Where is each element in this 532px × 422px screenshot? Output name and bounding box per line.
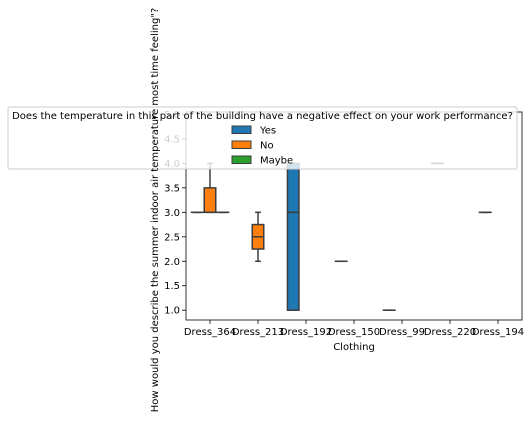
legend-swatch-no (231, 140, 252, 149)
x-axis-label: Clothing (333, 342, 375, 353)
x-tick-label: Dress_220 (424, 327, 476, 338)
legend-label-no: No (260, 141, 274, 152)
box-Dress_192-Yes (286, 162, 300, 311)
box-Dress_364-No (203, 162, 217, 214)
legend-label-yes: Yes (259, 126, 276, 137)
legend-swatch-yes (231, 125, 252, 134)
box-iqr (286, 162, 300, 311)
boxes (190, 162, 492, 311)
y-tick-label: 1.0 (164, 306, 180, 317)
box-iqr (203, 187, 217, 214)
x-tick-label: Dress_99 (379, 327, 425, 338)
x-tick-label: Dress_150 (328, 327, 380, 338)
x-tick-label: Dress_364 (184, 327, 236, 338)
y-tick-label: 3.5 (164, 183, 180, 194)
legend-swatch-maybe (231, 155, 252, 164)
x-tick-label: Dress_192 (280, 327, 332, 338)
y-tick-label: 2.0 (164, 257, 180, 268)
legend: Does the temperature in this part of the… (7, 106, 518, 170)
y-tick-label: 3.0 (164, 208, 180, 219)
legend-label-maybe: Maybe (260, 156, 293, 167)
x-tick-label: Dress_194 (472, 327, 524, 338)
y-tick-label: 2.5 (164, 232, 180, 243)
box-Dress_213-No (251, 211, 265, 263)
y-axis-label: How would you describe the summer indoor… (150, 8, 161, 412)
legend-frame (7, 106, 518, 170)
x-tick-label: Dress_213 (232, 327, 284, 338)
y-tick-label: 1.5 (164, 281, 180, 292)
legend-title: Does the temperature in this part of the… (12, 111, 513, 122)
